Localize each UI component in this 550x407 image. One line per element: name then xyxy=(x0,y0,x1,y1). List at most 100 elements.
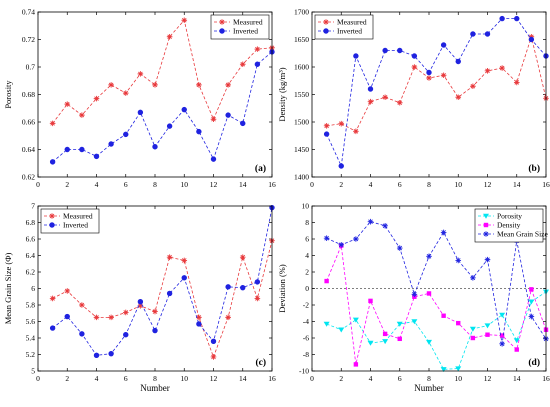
data-point xyxy=(239,61,246,68)
y-tick-label: 0.7 xyxy=(26,63,36,72)
y-tick-label: 1400 xyxy=(294,173,309,182)
data-point xyxy=(166,33,173,40)
y-tick-label: -6 xyxy=(303,334,309,343)
data-point xyxy=(152,308,158,315)
y-tick-label: 0.68 xyxy=(22,90,35,99)
x-axis-label: Number xyxy=(414,383,444,393)
data-point xyxy=(470,31,476,37)
data-point xyxy=(239,254,246,260)
data-point xyxy=(166,254,173,260)
data-point xyxy=(514,347,519,352)
data-point xyxy=(324,278,329,284)
data-point xyxy=(338,241,345,248)
data-point xyxy=(152,144,158,150)
data-point xyxy=(338,163,344,169)
data-point xyxy=(352,317,359,323)
data-point xyxy=(93,314,100,321)
data-point xyxy=(455,94,462,101)
y-tick-label: -4 xyxy=(303,317,309,326)
data-point xyxy=(196,128,202,135)
x-tick-label: 10 xyxy=(181,180,189,189)
x-tick-label: 8 xyxy=(427,180,431,189)
legend-marker xyxy=(219,28,225,34)
data-point xyxy=(64,288,71,294)
data-point xyxy=(122,90,129,96)
data-point xyxy=(528,313,535,320)
x-tick-label: 16 xyxy=(542,374,550,383)
data-point xyxy=(514,15,520,22)
data-point xyxy=(79,302,85,308)
y-tick-label: 1600 xyxy=(294,63,309,72)
data-point xyxy=(79,331,85,337)
x-tick-label: 16 xyxy=(268,374,276,383)
panel-b: 0 2 4 6 8 10 12 14 16 1400 1450 1500 1550 1600 1650 170… xyxy=(277,8,550,189)
x-tick-label: 12 xyxy=(210,180,218,189)
plot-frame xyxy=(311,11,547,178)
data-point xyxy=(411,53,418,59)
x-tick-label: 2 xyxy=(65,180,69,189)
data-point xyxy=(396,321,403,327)
data-point xyxy=(455,257,462,264)
data-point xyxy=(484,256,491,263)
data-point xyxy=(469,326,476,332)
data-point xyxy=(323,123,330,129)
x-tick-label: 12 xyxy=(210,374,218,383)
data-point xyxy=(367,86,374,92)
x-tick-label: 0 xyxy=(36,374,40,383)
panel-d: 0 2 4 6 8 10 12 14 16 -10 -8 -6 -4 -2 0 2 4 6 8 10 Number Dev… xyxy=(277,202,550,393)
x-tick-label: 2 xyxy=(65,374,69,383)
y-tick-label: 1500 xyxy=(294,118,309,127)
data-point xyxy=(499,312,506,318)
y-axis-label: Porosity xyxy=(3,80,13,109)
y-axis-label: Deviation (%) xyxy=(277,264,287,313)
data-point xyxy=(353,53,359,59)
data-point xyxy=(137,109,144,116)
y-tick-label: 1450 xyxy=(294,145,309,154)
y-tick-label: 6.8 xyxy=(26,218,36,227)
data-point xyxy=(382,339,389,345)
data-point xyxy=(484,68,491,74)
x-tick-label: 6 xyxy=(124,374,128,383)
y-tick-label: 0.62 xyxy=(22,173,35,182)
y-tick-label: 0.74 xyxy=(22,8,35,17)
y-tick-label: 10 xyxy=(302,202,310,211)
data-point xyxy=(455,366,462,372)
data-point xyxy=(499,65,505,71)
data-point xyxy=(254,295,261,302)
data-point xyxy=(93,352,100,359)
data-point xyxy=(367,218,374,225)
series-line-inverted xyxy=(326,18,547,168)
data-point xyxy=(397,47,403,54)
data-point xyxy=(240,120,246,127)
data-point xyxy=(108,82,114,88)
x-tick-label: 8 xyxy=(427,374,431,383)
legend-marker xyxy=(219,19,225,25)
data-point xyxy=(484,31,491,37)
plot-frame xyxy=(37,205,273,372)
legend-marker xyxy=(483,213,489,219)
x-tick-label: 0 xyxy=(310,180,314,189)
data-point xyxy=(440,229,447,236)
legend-marker xyxy=(323,19,329,25)
y-tick-label: 1650 xyxy=(294,35,309,44)
y-tick-label: 7 xyxy=(31,202,35,211)
data-point xyxy=(528,299,535,305)
series-line-porosity xyxy=(326,291,547,370)
data-point xyxy=(196,314,202,321)
y-tick-label: 0 xyxy=(305,284,309,293)
data-point xyxy=(470,83,476,90)
data-point xyxy=(426,291,432,296)
data-point xyxy=(529,287,534,292)
x-tick-label: 12 xyxy=(484,180,492,189)
data-point xyxy=(93,95,100,102)
data-point xyxy=(396,99,403,106)
data-point xyxy=(499,15,505,22)
y-tick-label: -10 xyxy=(299,367,309,376)
data-point xyxy=(353,236,359,242)
data-point xyxy=(240,284,246,291)
series-line-measured xyxy=(52,240,273,359)
x-tick-label: 8 xyxy=(153,374,157,383)
data-point xyxy=(122,309,129,316)
x-tick-label: 0 xyxy=(310,374,314,383)
